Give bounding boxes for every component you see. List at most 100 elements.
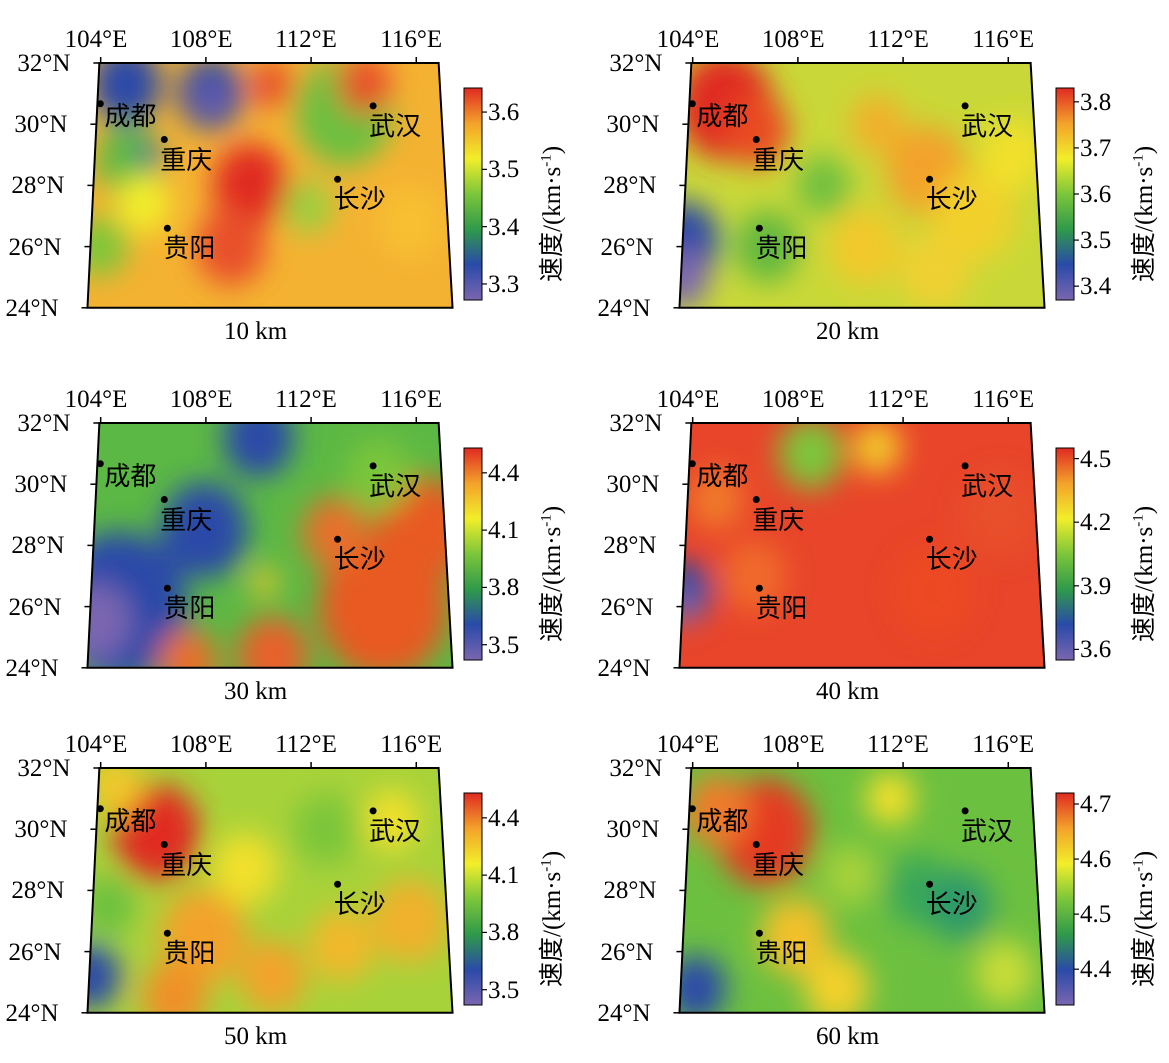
lat-tick-label: 30°N: [606, 471, 660, 499]
city-marker: [926, 880, 934, 888]
colorbar-title-exponent: -1: [538, 514, 555, 527]
map-frame: [86, 422, 454, 669]
velocity-field: [87, 423, 453, 668]
map-svg: [81, 417, 487, 669]
lat-tick-label: 32°N: [17, 755, 71, 782]
city-label: 重庆: [752, 505, 805, 536]
velocity-anomaly: [160, 888, 247, 985]
city-label: 成都: [696, 806, 749, 837]
city-marker: [334, 175, 342, 183]
velocity-anomaly: [679, 955, 726, 1013]
city-label: 重庆: [752, 850, 805, 881]
city-label: 长沙: [333, 185, 386, 216]
city-marker: [369, 462, 377, 470]
map-frame: [678, 767, 1046, 1014]
lon-tick-label: 116°E: [380, 386, 443, 413]
city-marker: [160, 136, 168, 143]
velocity-anomaly: [195, 207, 266, 286]
colorbar: [463, 792, 483, 1006]
colorbar-tick-label: 4.1: [488, 517, 520, 545]
velocity-anomaly: [961, 472, 1038, 557]
map-panel: 104°E 108°E 112°E 116°E 32°N 30°N 28°N 26°N 24°N…: [592, 705, 1169, 1050]
velocity-anomaly: [684, 774, 750, 847]
velocity-anomaly: [87, 943, 121, 1010]
colorbar-title-end: ): [539, 850, 566, 860]
velocity-anomaly: [980, 118, 1045, 191]
velocity-anomaly: [934, 171, 1016, 261]
colorbar-title: 速度/(km·s-1): [532, 506, 568, 642]
city-marker: [334, 880, 342, 888]
velocity-anomaly: [161, 482, 248, 579]
colorbar: [1055, 792, 1075, 1006]
map-frame: [86, 62, 454, 309]
lon-tick-label: 108°E: [169, 731, 233, 758]
city-label: 成都: [104, 806, 157, 837]
colorbar-title: 速度/(km·s-1): [1124, 851, 1160, 987]
lat-tick-label: 32°N: [17, 50, 71, 77]
city-marker: [163, 224, 171, 232]
lon-tick-label: 104°E: [656, 731, 720, 758]
velocity-anomaly: [974, 940, 1035, 1007]
velocity-anomaly: [212, 143, 289, 228]
city-label: 贵阳: [163, 234, 216, 265]
colorbar-tick-label: 3.3: [488, 270, 520, 298]
lat-tick-label: 26°N: [8, 938, 62, 966]
velocity-anomaly: [866, 771, 915, 826]
city-marker: [926, 175, 934, 183]
colorbar-title-text: 速度/(km·s: [1131, 526, 1158, 642]
map-svg: [81, 57, 487, 309]
city-label: 重庆: [160, 505, 213, 536]
lat-tick-label: 30°N: [14, 816, 68, 844]
colorbar-title-exponent: -1: [1130, 859, 1147, 872]
map-svg: [673, 417, 1079, 669]
city-marker: [163, 584, 171, 592]
colorbar-title: 速度/(km·s-1): [1124, 506, 1160, 642]
city-label: 长沙: [333, 890, 386, 921]
colorbar-tick-label: 4.5: [1080, 445, 1112, 473]
city-label: 重庆: [752, 145, 805, 176]
colorbar-tick-label: 4.6: [1080, 846, 1112, 874]
velocity-field: [679, 768, 1045, 1013]
colorbar-title-text: 速度/(km·s: [539, 526, 566, 642]
city-marker: [752, 841, 760, 848]
velocity-anomaly: [91, 63, 162, 124]
lon-tick-label: 116°E: [972, 731, 1035, 758]
lon-tick-label: 112°E: [275, 386, 337, 413]
colorbar-tick-label: 3.5: [1080, 227, 1112, 255]
colorbar-title-exponent: -1: [538, 859, 555, 872]
city-label: 贵阳: [163, 939, 216, 970]
map-svg: [673, 762, 1079, 1014]
velocity-anomaly: [778, 423, 844, 490]
colorbar-tick-label: 4.2: [1080, 509, 1112, 537]
lat-tick-label: 28°N: [603, 532, 657, 560]
city-marker: [688, 460, 696, 468]
city-marker: [752, 496, 760, 503]
velocity-anomaly: [87, 216, 128, 277]
colorbar-tick-label: 3.4: [1080, 273, 1112, 301]
velocity-field: [87, 768, 453, 1013]
lon-tick-label: 116°E: [380, 26, 443, 53]
velocity-field: [87, 63, 453, 308]
lon-tick-label: 116°E: [972, 386, 1035, 413]
lon-tick-label: 112°E: [867, 386, 929, 413]
velocity-anomaly: [804, 952, 870, 1013]
map-frame: [678, 422, 1046, 669]
city-label: 贵阳: [755, 594, 808, 625]
velocity-anomaly: [212, 832, 278, 905]
colorbar-tick-label: 3.4: [488, 213, 520, 241]
city-label: 贵阳: [755, 939, 808, 970]
velocity-anomaly: [197, 84, 225, 115]
velocity-anomaly: [927, 869, 993, 942]
city-marker: [96, 100, 104, 108]
velocity-anomaly: [734, 210, 800, 283]
velocity-anomaly: [899, 232, 970, 308]
velocity-anomaly: [372, 879, 448, 963]
lat-tick-label: 24°N: [597, 999, 651, 1027]
colorbar-tick-label: 3.7: [1080, 134, 1112, 162]
lat-tick-label: 30°N: [606, 816, 660, 844]
lat-tick-label: 28°N: [603, 877, 657, 905]
city-label: 武汉: [961, 471, 1014, 502]
lon-tick-label: 104°E: [64, 386, 128, 413]
colorbar-title-end: ): [539, 505, 566, 515]
depth-label: 40 km: [816, 678, 880, 705]
